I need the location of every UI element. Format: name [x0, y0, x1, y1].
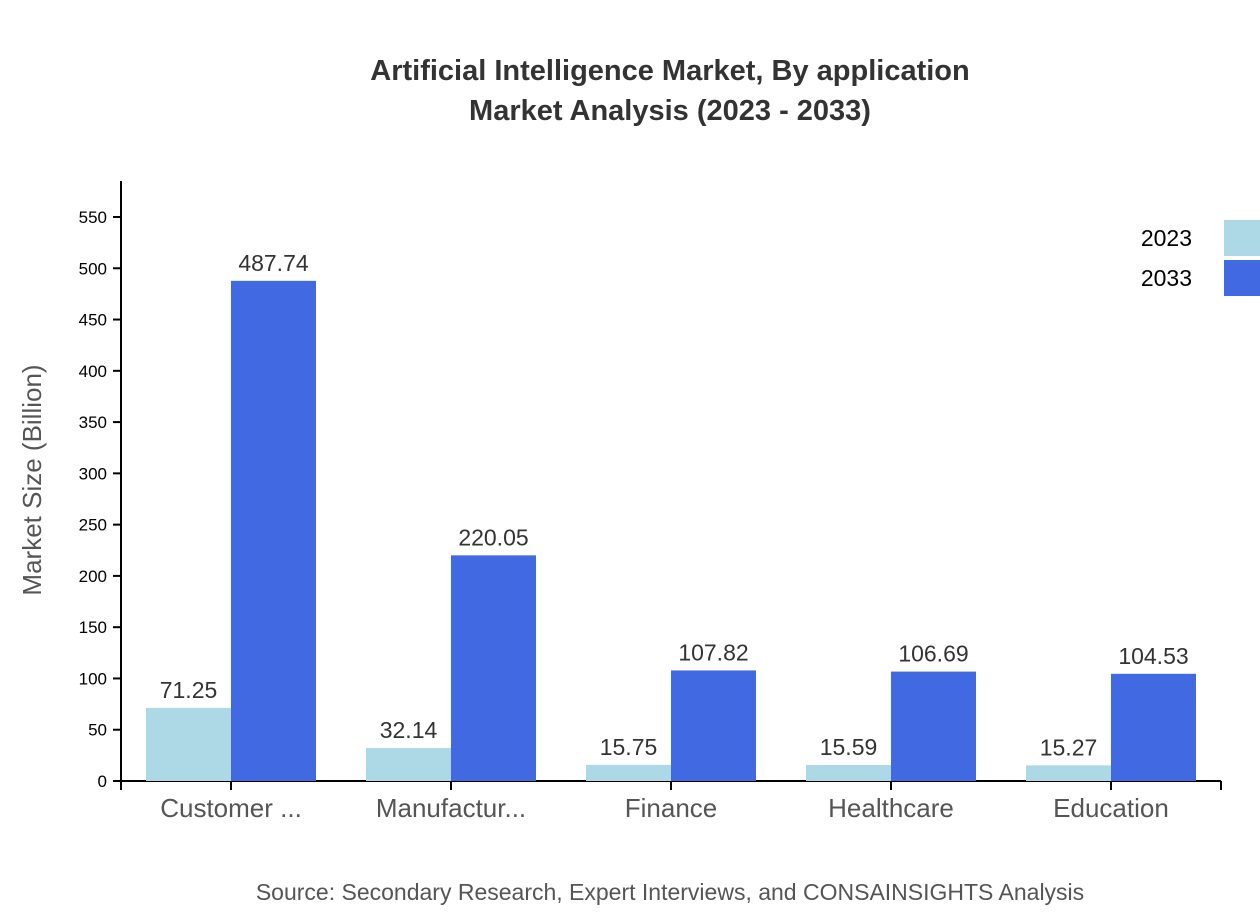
legend-swatch-2023 — [1224, 220, 1260, 256]
data-label: 15.27 — [1040, 734, 1098, 760]
bar-2033 — [1111, 673, 1196, 781]
bar-2033 — [231, 280, 316, 781]
data-label: 107.82 — [678, 639, 748, 665]
data-label: 71.25 — [160, 677, 218, 703]
legend-label: 2033 — [1141, 265, 1192, 291]
data-label: 15.59 — [820, 734, 878, 760]
bar-2023 — [146, 707, 231, 781]
legend-label: 2023 — [1141, 225, 1192, 251]
y-tick-label: 550 — [79, 208, 107, 227]
chart-subtitle: Market Analysis (2023 - 2033) — [469, 95, 871, 127]
data-label: 487.74 — [238, 250, 309, 276]
y-tick-label: 350 — [79, 413, 107, 432]
y-tick-label: 50 — [88, 721, 107, 740]
legend-swatch-2033 — [1224, 260, 1260, 296]
y-tick-label: 0 — [98, 772, 107, 791]
bar-2023 — [806, 765, 891, 781]
x-tick-label: Customer ... — [160, 793, 302, 823]
y-tick-label: 100 — [79, 669, 107, 688]
chart-title: Artificial Intelligence Market, By appli… — [370, 55, 969, 87]
x-tick-label: Education — [1053, 793, 1169, 823]
y-tick-label: 200 — [79, 567, 107, 586]
y-tick-label: 300 — [79, 464, 107, 483]
y-tick-label: 400 — [79, 362, 107, 381]
y-tick-label: 450 — [79, 311, 107, 330]
y-tick-label: 500 — [79, 259, 107, 278]
bar-2023 — [586, 764, 671, 781]
bar-2023 — [366, 748, 451, 781]
source-note: Source: Secondary Research, Expert Inter… — [256, 879, 1084, 905]
x-tick-label: Finance — [625, 793, 718, 823]
data-label: 104.53 — [1118, 643, 1188, 669]
y-axis-label: Market Size (Billion) — [17, 364, 47, 595]
bar-2033 — [671, 670, 756, 781]
y-tick-label: 150 — [79, 618, 107, 637]
bar-2023 — [1026, 765, 1111, 781]
x-tick-label: Manufactur... — [376, 793, 526, 823]
data-label: 106.69 — [898, 641, 968, 667]
bar-2033 — [451, 555, 536, 781]
data-label: 15.75 — [600, 734, 658, 760]
x-tick-label: Healthcare — [828, 793, 954, 823]
y-tick-label: 250 — [79, 516, 107, 535]
data-label: 220.05 — [458, 524, 528, 550]
data-label: 32.14 — [380, 717, 438, 743]
bar-2033 — [891, 671, 976, 781]
